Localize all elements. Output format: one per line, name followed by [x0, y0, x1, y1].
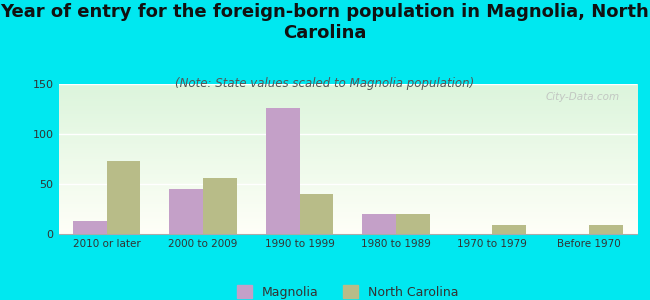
Text: City-Data.com: City-Data.com [545, 92, 619, 101]
Bar [266, 108, 300, 234]
Bar [396, 214, 430, 234]
Text: (Note: State values scaled to Magnolia population): (Note: State values scaled to Magnolia p… [176, 76, 474, 89]
Bar [73, 221, 107, 234]
Bar [170, 189, 203, 234]
Bar [300, 194, 333, 234]
Bar [589, 225, 623, 234]
Text: Year of entry for the foreign-born population in Magnolia, North
Carolina: Year of entry for the foreign-born popul… [1, 3, 649, 42]
Legend: Magnolia, North Carolina: Magnolia, North Carolina [237, 285, 459, 299]
Bar [203, 178, 237, 234]
Bar [362, 214, 396, 234]
Bar [493, 225, 526, 234]
Bar [107, 161, 140, 234]
